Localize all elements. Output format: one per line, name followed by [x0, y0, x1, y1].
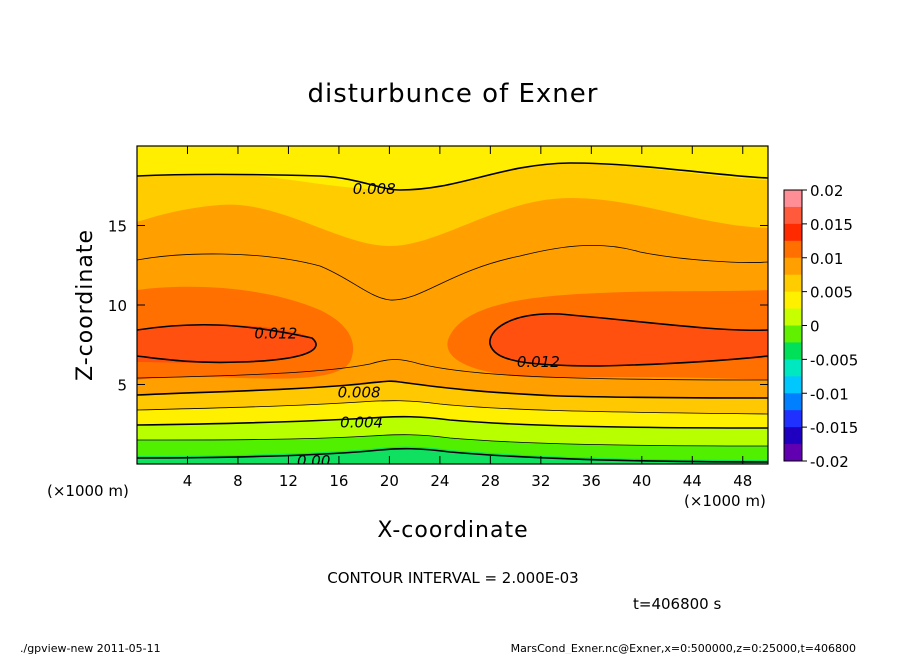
x-tick-label: 44	[683, 472, 702, 490]
colorbar-swatch	[784, 393, 802, 411]
colorbar-swatch	[784, 444, 802, 462]
colorbar-swatch	[784, 359, 802, 377]
colorbar-label: -0.015	[810, 419, 858, 437]
x-axis-label: X-coordinate	[377, 518, 528, 543]
contour-label: 0.008	[338, 383, 381, 401]
y-tick-label: 5	[117, 377, 127, 395]
colorbar-label: -0.005	[810, 351, 858, 369]
chart-title: disturbunce of Exner	[308, 79, 599, 109]
x-tick-label: 12	[279, 472, 298, 490]
colorbar-label: 0.02	[810, 182, 843, 200]
contour-line-0.000-low	[137, 447, 768, 463]
contour-label: 0.012	[254, 325, 297, 343]
x-tick-label: 48	[733, 472, 752, 490]
contour-labels: 0.008 0.012 0.012 0.008 0.004 0.00	[254, 180, 560, 470]
colorbar-swatch	[784, 257, 802, 276]
colorbar-swatch	[784, 342, 802, 360]
colorbar-swatch	[784, 240, 802, 259]
colorbar-swatch	[784, 410, 802, 428]
contour-line-0.008-low	[137, 380, 768, 399]
x-tick-label: 32	[531, 472, 550, 490]
y-axis-label: Z-coordinate	[73, 229, 98, 381]
colorbar-label: -0.02	[810, 453, 849, 471]
contour-label: 0.012	[517, 353, 560, 371]
band-top-bright	[137, 146, 768, 190]
contour-label: 0.00	[297, 452, 330, 470]
x-tick-label: 40	[632, 472, 651, 490]
x-tick-label: 8	[233, 472, 243, 490]
colorbar-swatch	[784, 274, 802, 293]
x-axis: 4 8 12 16 20 24 28 32 36 40 44 48	[183, 146, 752, 490]
band-right-0.012	[489, 313, 768, 366]
colorbar-label: 0.015	[810, 216, 853, 234]
time-label: t=406800 s	[633, 595, 721, 613]
contour-line-0.004-low	[137, 415, 768, 429]
contour-label: 0.004	[340, 414, 383, 432]
colorbar-swatch	[784, 427, 802, 445]
contour-line-0.006-low	[137, 400, 768, 415]
footer-right: MarsCond_Exner.nc@Exner,x=0:500000,z=0:2…	[511, 642, 856, 654]
x-unit-right: (×1000 m)	[684, 492, 766, 510]
colorbar-label: 0.01	[810, 250, 843, 268]
x-tick-label: 24	[430, 472, 449, 490]
y-tick-label: 15	[108, 218, 127, 236]
x-tick-label: 4	[183, 472, 193, 490]
footer-left: ./gpview-new 2011-05-11	[20, 642, 161, 654]
contour-line-0.008-top	[137, 162, 768, 191]
colorbar: 0.02 0.015 0.01 0.005 0 -0.005 -0.01 -0.015 -0.0…	[783, 182, 858, 471]
y-axis: 5 10 15	[108, 218, 768, 395]
x-tick-label: 36	[582, 472, 601, 490]
contour-label: 0.008	[353, 180, 396, 198]
colorbar-swatch	[784, 376, 802, 394]
colorbar-swatch	[784, 206, 802, 225]
contour-line-0.010-top	[137, 244, 768, 301]
colorbar-swatch	[784, 223, 802, 242]
x-tick-label: 28	[481, 472, 500, 490]
contour-line-0.002-low	[137, 434, 768, 447]
colorbar-swatch	[784, 308, 802, 326]
x-unit-left: (×1000 m)	[47, 482, 129, 500]
colorbar-label: 0	[810, 318, 820, 336]
contour-line-0.012-right	[489, 313, 768, 367]
colorbar-swatch	[784, 190, 802, 208]
contour-line-0.012-left	[137, 323, 317, 364]
contour-line-0.010-mid	[137, 359, 768, 381]
colorbar-label: -0.01	[810, 385, 849, 403]
colorbar-label: 0.005	[810, 284, 853, 302]
y-tick-label: 10	[108, 297, 127, 315]
colorbar-swatch	[784, 325, 802, 343]
colorbar-swatch	[784, 291, 802, 310]
plot-area: 0.008 0.012 0.012 0.008 0.004 0.00	[137, 146, 768, 470]
x-tick-label: 20	[380, 472, 399, 490]
x-tick-label: 16	[329, 472, 348, 490]
contour-interval-note: CONTOUR INTERVAL = 2.000E-03	[327, 569, 578, 587]
band-left-0.012	[137, 324, 317, 363]
